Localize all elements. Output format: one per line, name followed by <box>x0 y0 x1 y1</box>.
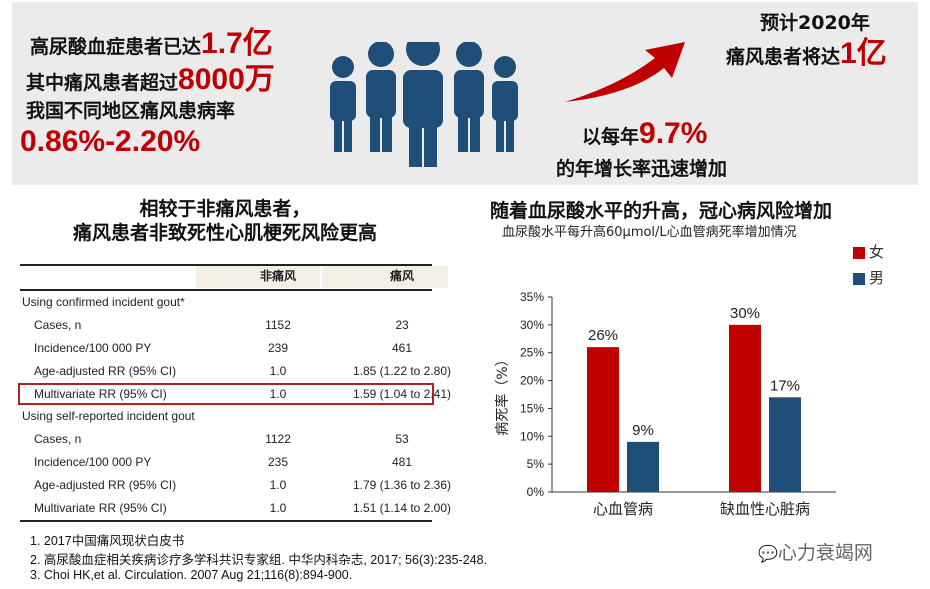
footnote-1: 1. 2017中国痛风现状白皮书 <box>30 534 185 548</box>
cell-non-gout: 235 <box>267 455 289 469</box>
header-bg <box>196 266 320 288</box>
growth-prefix: 以每年 <box>582 126 640 148</box>
table-row: Age-adjusted RR (95% CI) 1.0 1.79 (1.36 to… <box>18 474 451 497</box>
bar-male <box>769 397 801 492</box>
y-tick-label: 20% <box>520 374 544 388</box>
group-label-row: Using confirmed incident gout* <box>18 291 434 314</box>
forecast-text: 痛风患者将达 <box>726 46 841 68</box>
legend-label-female: 女 <box>869 243 885 261</box>
cell-gout: 1.59 (1.04 to 2.41) <box>352 387 452 401</box>
table-header-row: 非痛风 痛风 <box>18 265 434 288</box>
banner-line1: 高尿酸血症患者已达1.7亿 <box>30 28 273 60</box>
bar-female <box>587 347 619 492</box>
row-label: Cases, n <box>34 432 82 446</box>
cell-gout: 23 <box>395 318 409 332</box>
header-non-gout: 非痛风 <box>259 269 296 283</box>
legend-label-male: 男 <box>869 269 885 287</box>
watermark-text: 心力衰竭网 <box>777 542 873 564</box>
y-tick-label: 10% <box>520 429 544 443</box>
row-label: Age-adjusted RR (95% CI) <box>34 364 177 378</box>
cell-non-gout: 239 <box>267 341 289 355</box>
table-row: Age-adjusted RR (95% CI) 1.0 1.85 (1.22 to… <box>18 360 451 383</box>
table-title-line2: 痛风患者非致死性心肌梗死风险更高 <box>72 222 377 244</box>
banner-line3-value: 0.86%-2.20% <box>20 125 201 158</box>
chart-title: 随着血尿酸水平的升高，冠心病风险增加 <box>490 200 833 222</box>
banner-line2-text: 其中痛风患者超过 <box>26 72 179 94</box>
data-label: 17% <box>770 377 800 394</box>
growth-value: 9.7% <box>639 117 708 150</box>
x-tick-label: 心血管病 <box>593 500 653 518</box>
cell-gout: 1.51 (1.14 to 2.00) <box>352 501 452 515</box>
y-tick-label: 5% <box>527 457 545 471</box>
cell-gout: 53 <box>395 432 409 446</box>
row-label: Multivariate RR (95% CI) <box>34 387 167 401</box>
row-label: Incidence/100 000 PY <box>34 341 152 355</box>
group-label: Using confirmed incident gout* <box>22 295 185 309</box>
y-tick-label: 30% <box>520 318 544 332</box>
banner-line1-value: 1.7亿 <box>201 27 273 60</box>
table-title-line1: 相较于非痛风患者， <box>139 198 311 220</box>
table-row: Incidence/100 000 PY 239 461 <box>18 337 434 360</box>
growth-suffix: 的年增长率迅速增加 <box>556 158 728 180</box>
banner-line2-value: 8000万 <box>178 63 275 96</box>
forecast-line2: 痛风患者将达1亿 <box>726 38 887 70</box>
forecast-line1: 预计2020年 <box>760 12 870 34</box>
wechat-icon: 💬 <box>758 544 778 563</box>
x-tick-label: 缺血性心脏病 <box>720 500 810 518</box>
arrow-up-right-icon <box>565 42 685 102</box>
y-tick-label: 15% <box>520 401 544 415</box>
table-top-rule <box>20 264 432 266</box>
banner-line3-text: 我国不同地区痛风患病率 <box>26 100 236 122</box>
legend-swatch-male <box>853 273 865 285</box>
cell-non-gout: 1122 <box>265 432 291 446</box>
bar-male <box>627 441 659 492</box>
growth-line1: 以每年9.7% <box>582 118 707 150</box>
cell-non-gout: 1.0 <box>269 501 287 515</box>
chart-subtitle: 血尿酸水平每升高60μmol/L心血管病死率增加情况 <box>502 225 797 240</box>
data-label: 26% <box>588 327 618 344</box>
banner-line2: 其中痛风患者超过8000万 <box>26 64 275 96</box>
table-row: Cases, n 1122 53 <box>18 428 434 451</box>
legend-swatch-female <box>853 247 865 259</box>
header-bg <box>322 266 448 288</box>
header-gout: 痛风 <box>389 269 414 283</box>
bar-female <box>729 324 761 492</box>
row-label: Cases, n <box>34 318 82 332</box>
cell-gout: 461 <box>391 341 413 355</box>
group-label: Using self-reported incident gout <box>22 409 195 423</box>
forecast-value: 1亿 <box>840 37 887 70</box>
y-tick-label: 25% <box>520 346 544 360</box>
y-tick-label: 35% <box>520 290 544 304</box>
cell-gout: 1.79 (1.36 to 2.36) <box>352 478 452 492</box>
row-label: Age-adjusted RR (95% CI) <box>34 478 177 492</box>
table-row: Multivariate RR (95% CI) 1.0 1.51 (1.14 to… <box>18 497 451 520</box>
bar-chart: 0% 5% 10% 15% 20% 25% 30% 35% 26% 9% 心血管病 30% 17% 缺血性… <box>520 290 836 518</box>
table-bottom-rule <box>20 520 432 522</box>
row-label: Incidence/100 000 PY <box>34 455 152 469</box>
group-label-row: Using self-reported incident gout <box>18 405 434 428</box>
highlighted-table-row: Multivariate RR (95% CI) 1.0 1.59 (1.04 to… <box>18 383 451 405</box>
footnote-3: 3. Choi HK,et al. Circulation. 2007 Aug … <box>30 568 353 582</box>
table-row: Cases, n 1152 23 <box>18 314 434 337</box>
cell-non-gout: 1.0 <box>269 364 287 378</box>
footnote-2: 2. 高尿酸血症相关疾病诊疗多学科共识专家组. 中华内科杂志, 2017; 56… <box>30 553 488 567</box>
row-label: Multivariate RR (95% CI) <box>34 501 167 515</box>
data-label: 30% <box>730 305 760 322</box>
table-row: Incidence/100 000 PY 235 481 <box>18 451 434 474</box>
cell-non-gout: 1.0 <box>269 478 287 492</box>
banner-line1-text: 高尿酸血症患者已达 <box>30 36 202 58</box>
header-rule <box>20 289 432 291</box>
cell-non-gout: 1.0 <box>269 387 287 401</box>
people-group-icon <box>330 42 518 167</box>
cell-non-gout: 1152 <box>265 318 291 332</box>
y-tick-label: 0% <box>527 485 545 499</box>
data-label: 9% <box>632 422 654 439</box>
watermark: 💬心力衰竭网 <box>758 538 873 565</box>
cell-gout: 1.85 (1.22 to 2.80) <box>352 364 452 378</box>
cell-gout: 481 <box>391 455 413 469</box>
